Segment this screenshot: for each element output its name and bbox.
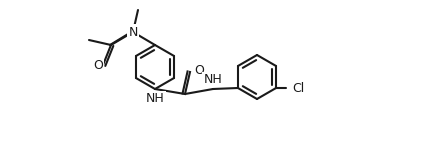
Text: N: N (128, 26, 138, 38)
Text: NH: NH (204, 73, 222, 86)
Text: NH: NH (146, 92, 164, 105)
Text: O: O (93, 59, 103, 72)
Text: Cl: Cl (292, 82, 304, 94)
Text: O: O (194, 63, 204, 77)
